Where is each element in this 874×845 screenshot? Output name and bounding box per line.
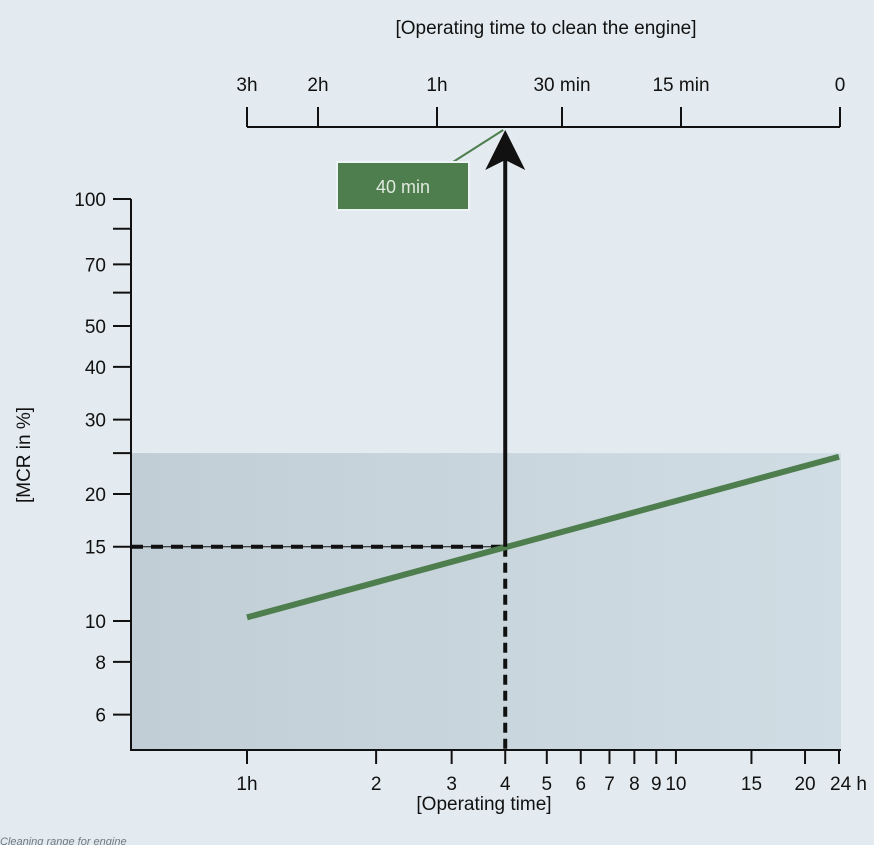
y-axis-title: [MCR in %] (14, 407, 35, 503)
x-tick-label-10: 15 (741, 774, 762, 795)
x-tick-label-12: 24 h (830, 774, 867, 795)
result-callout-box (336, 161, 470, 211)
y-tick-label-4: 20 (85, 485, 106, 506)
y-tick-label-12: 100 (74, 190, 106, 211)
y-tick-label-7: 40 (85, 358, 106, 379)
top-tick-label-5: 0 (835, 75, 846, 96)
result-callout-label: 40 min (376, 177, 430, 197)
top-tick-label-1: 2h (307, 75, 328, 96)
x-tick-label-9: 10 (665, 774, 686, 795)
x-tick-label-11: 20 (794, 774, 815, 795)
y-tick-label-6: 30 (85, 411, 106, 432)
series-line (246, 453, 840, 621)
chart-title: [Operating time to clean the engine] (395, 18, 696, 39)
top-tick-label-4: 15 min (652, 75, 709, 96)
x-tick-label-2: 3 (446, 774, 457, 795)
callout-leader (452, 129, 504, 163)
y-tick-label-10: 70 (85, 255, 106, 276)
x-tick-label-5: 6 (575, 774, 586, 795)
y-tick-label-3: 15 (85, 538, 106, 559)
x-tick-label-6: 7 (604, 774, 615, 795)
x-tick-label-4: 5 (542, 774, 553, 795)
x-tick-label-0: 1h (236, 774, 257, 795)
top-tick-label-0: 3h (236, 75, 257, 96)
mcr-range-shade (131, 453, 841, 750)
x-tick-label-8: 9 (651, 774, 662, 795)
result-arrow-head (485, 130, 526, 170)
y-tick-label-8: 50 (85, 317, 106, 338)
top-tick-label-2: 1h (426, 75, 447, 96)
x-tick-label-7: 8 (629, 774, 640, 795)
y-tick-label-1: 8 (95, 653, 106, 674)
x-tick-label-1: 2 (371, 774, 382, 795)
x-tick-label-3: 4 (500, 774, 511, 795)
x-axis-title: [Operating time] (416, 794, 551, 815)
y-tick-label-2: 10 (85, 612, 106, 633)
y-tick-label-0: 6 (95, 706, 106, 727)
top-tick-label-3: 30 min (533, 75, 590, 96)
footnote: Cleaning range for engine (0, 836, 127, 845)
